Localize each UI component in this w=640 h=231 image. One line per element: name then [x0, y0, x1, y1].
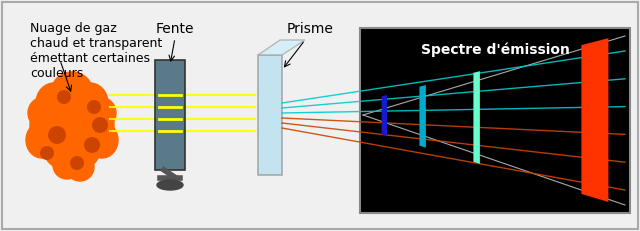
Circle shape — [57, 90, 71, 104]
Ellipse shape — [28, 97, 60, 129]
Ellipse shape — [52, 72, 92, 108]
FancyBboxPatch shape — [155, 60, 185, 170]
Polygon shape — [258, 55, 282, 175]
Ellipse shape — [36, 83, 72, 123]
Ellipse shape — [26, 122, 58, 158]
Ellipse shape — [84, 97, 116, 129]
Ellipse shape — [66, 153, 94, 181]
Ellipse shape — [53, 151, 81, 179]
Ellipse shape — [44, 132, 80, 168]
Ellipse shape — [64, 132, 100, 168]
Circle shape — [40, 146, 54, 160]
Circle shape — [70, 156, 84, 170]
Text: Prisme: Prisme — [287, 22, 333, 36]
Polygon shape — [581, 38, 609, 202]
Text: Spectre d'émission: Spectre d'émission — [420, 43, 570, 57]
Polygon shape — [474, 71, 480, 164]
Polygon shape — [381, 95, 387, 136]
Ellipse shape — [30, 103, 70, 147]
Circle shape — [84, 137, 100, 153]
Bar — [360, 28, 630, 213]
Text: Nuage de gaz
chaud et transparent
émettant certaines
couleurs: Nuage de gaz chaud et transparent émetta… — [30, 22, 163, 80]
Polygon shape — [419, 85, 426, 148]
Ellipse shape — [74, 103, 114, 147]
Circle shape — [48, 126, 66, 144]
Ellipse shape — [72, 83, 108, 123]
Ellipse shape — [86, 122, 118, 158]
Circle shape — [92, 117, 108, 133]
Ellipse shape — [44, 83, 100, 147]
Circle shape — [87, 100, 101, 114]
Ellipse shape — [157, 180, 183, 190]
Text: Fente: Fente — [156, 22, 195, 36]
Polygon shape — [258, 40, 305, 55]
